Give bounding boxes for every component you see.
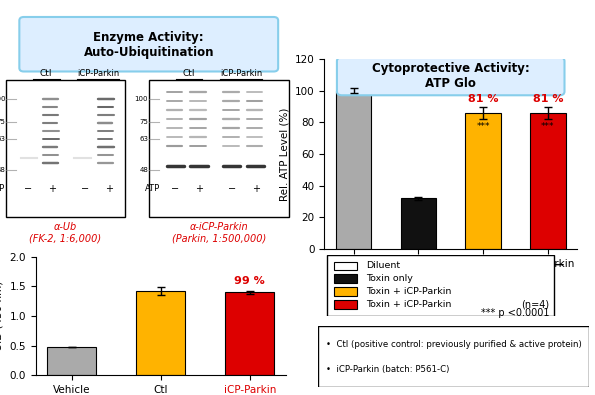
- Text: 75: 75: [139, 119, 148, 126]
- Bar: [336, 91, 371, 249]
- Text: +: +: [195, 184, 203, 194]
- Text: iCP-Parkin: iCP-Parkin: [77, 70, 120, 78]
- Text: *** p <0.0001: *** p <0.0001: [481, 308, 549, 318]
- Text: −: −: [24, 184, 32, 194]
- Text: 75: 75: [0, 119, 5, 126]
- Bar: [47, 347, 96, 375]
- Bar: [6, 80, 125, 217]
- Text: ATP: ATP: [0, 184, 5, 193]
- Text: −: −: [81, 184, 89, 194]
- Text: •  Ctl (positive control: previously purified & active protein): • Ctl (positive control: previously puri…: [327, 340, 582, 349]
- Text: +: +: [105, 184, 112, 194]
- FancyBboxPatch shape: [337, 57, 565, 95]
- Text: ***: ***: [477, 122, 490, 132]
- Bar: [226, 292, 274, 375]
- Text: Toxin + iCP-Parkin: Toxin + iCP-Parkin: [366, 287, 452, 296]
- Text: +: +: [252, 184, 259, 194]
- Bar: [530, 113, 566, 249]
- Text: Toxin only: Toxin only: [366, 274, 413, 283]
- Text: 81 %: 81 %: [533, 94, 563, 104]
- Text: 100: 100: [0, 96, 5, 102]
- Text: 81 %: 81 %: [468, 94, 499, 104]
- Text: (n=4): (n=4): [521, 300, 549, 310]
- Bar: [149, 80, 289, 217]
- Text: α-Ub
(FK-2, 1:6,000): α-Ub (FK-2, 1:6,000): [29, 222, 102, 244]
- Text: 100: 100: [134, 96, 148, 102]
- Text: Cytoprotective Activity:
ATP Glo: Cytoprotective Activity: ATP Glo: [372, 62, 530, 90]
- Y-axis label: Rel. ATP Level (%): Rel. ATP Level (%): [279, 107, 289, 201]
- Bar: [334, 287, 357, 296]
- Text: Ctl: Ctl: [183, 70, 195, 78]
- Bar: [465, 113, 501, 249]
- Text: Enzyme Activity:
Auto-Ubiquitination: Enzyme Activity: Auto-Ubiquitination: [83, 31, 214, 59]
- Text: iCP-Parkin: iCP-Parkin: [220, 70, 262, 78]
- Bar: [400, 198, 436, 249]
- Bar: [334, 300, 357, 308]
- Text: +: +: [48, 184, 56, 194]
- Text: Ctl: Ctl: [40, 70, 52, 78]
- Bar: [334, 275, 357, 283]
- Text: 63: 63: [139, 136, 148, 142]
- Y-axis label: O.D (450 nm): O.D (450 nm): [0, 281, 4, 351]
- Text: α-iCP-Parkin
(Parkin, 1:500,000): α-iCP-Parkin (Parkin, 1:500,000): [171, 222, 266, 244]
- Text: 63: 63: [0, 136, 5, 142]
- Bar: [334, 261, 357, 270]
- Text: ATP: ATP: [145, 184, 160, 193]
- FancyBboxPatch shape: [20, 17, 278, 71]
- Text: 99 %: 99 %: [234, 276, 265, 286]
- Text: ***: ***: [541, 122, 555, 132]
- Text: 48: 48: [0, 167, 5, 173]
- Bar: [136, 291, 185, 375]
- Text: •  iCP-Parkin (batch: P561-C): • iCP-Parkin (batch: P561-C): [327, 365, 450, 374]
- Text: −: −: [228, 184, 236, 194]
- Text: + 6-OHDA: + 6-OHDA: [456, 278, 510, 288]
- Text: 48: 48: [139, 167, 148, 173]
- Text: −: −: [171, 184, 179, 194]
- Text: Diluent: Diluent: [366, 261, 400, 270]
- Text: Toxin + iCP-Parkin: Toxin + iCP-Parkin: [366, 300, 452, 309]
